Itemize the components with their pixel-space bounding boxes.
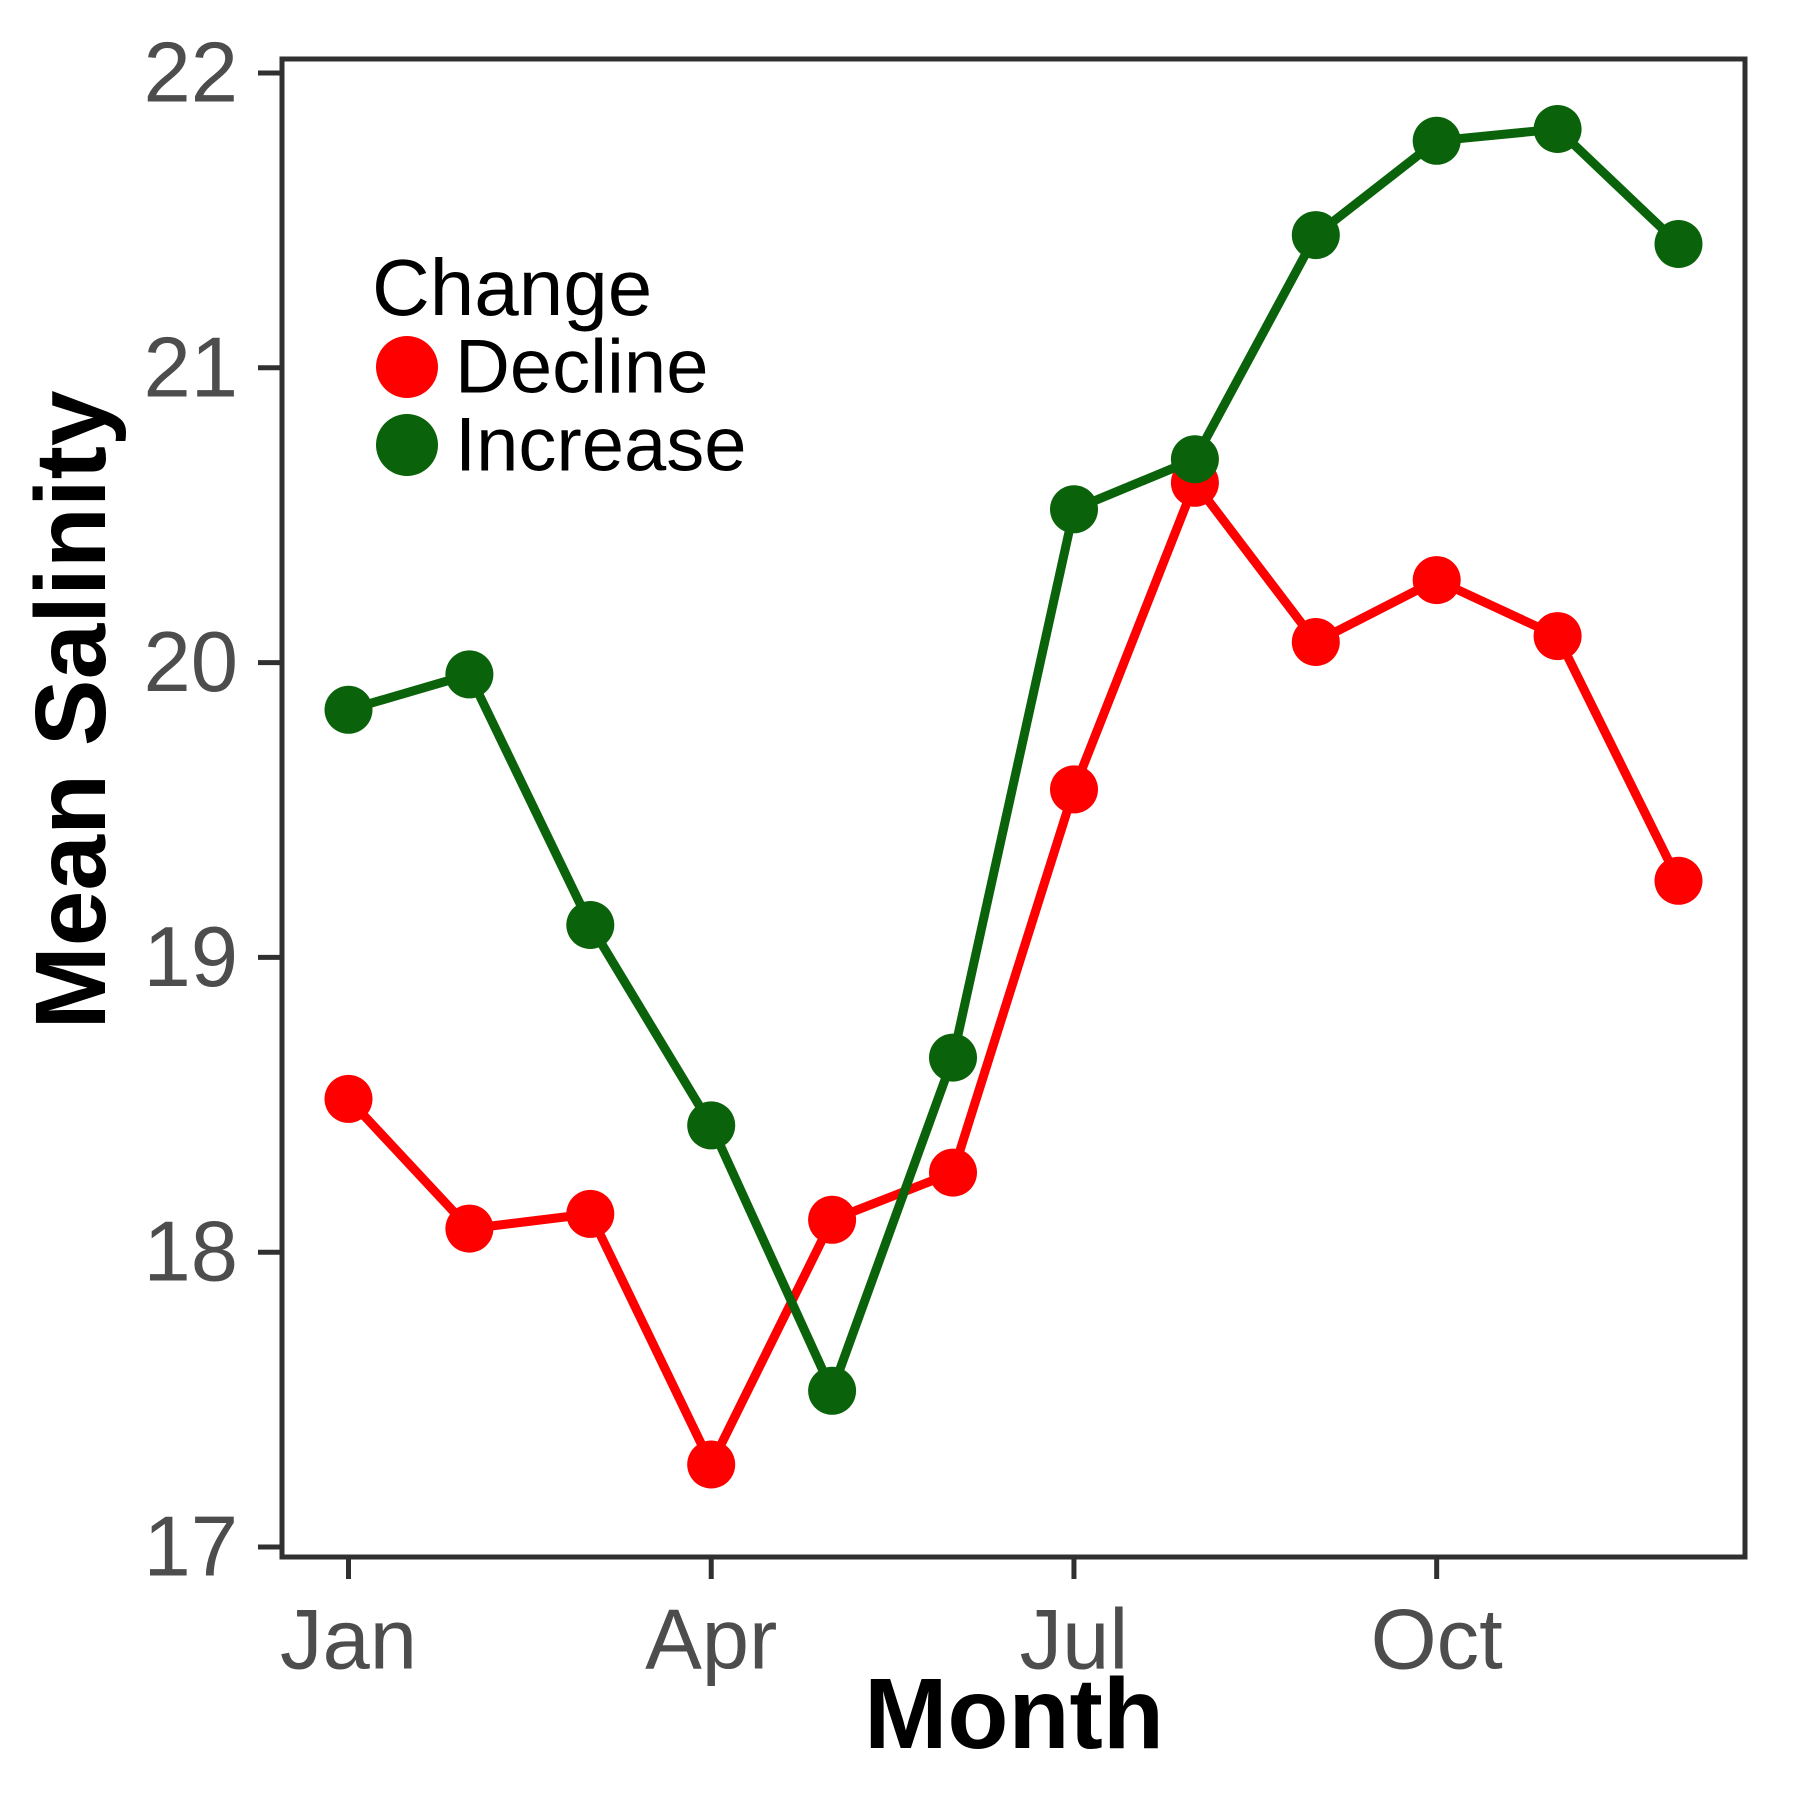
point-decline-apr <box>687 1440 736 1489</box>
legend-title: Change <box>372 243 652 332</box>
point-increase-aug <box>1170 435 1219 484</box>
point-decline-dec <box>1654 856 1703 905</box>
legend-label-increase: Increase <box>455 403 747 488</box>
y-axis-title: Mean Salinity <box>15 390 127 1029</box>
series-line-decline <box>344 478 1683 1469</box>
y-tick-label-19: 19 <box>143 910 238 1005</box>
point-decline-jun <box>929 1148 977 1197</box>
y-tick-label-18: 18 <box>143 1205 238 1300</box>
y-tick-label-22: 22 <box>143 26 238 121</box>
x-tick-label-Jul: Jul <box>1020 1593 1129 1688</box>
point-increase-oct <box>1412 116 1461 165</box>
legend-marker-decline <box>376 336 438 398</box>
y-tick-label-21: 21 <box>143 320 238 415</box>
x-tick-label-Jan: Jan <box>280 1593 417 1688</box>
point-decline-mar <box>566 1189 615 1238</box>
point-increase-feb <box>445 650 494 699</box>
point-increase-apr <box>687 1101 736 1150</box>
x-axis-title: Month <box>864 1658 1164 1770</box>
point-increase-sep <box>1291 211 1340 260</box>
point-decline-may <box>808 1195 857 1244</box>
point-increase-jun <box>929 1033 977 1082</box>
panel-border <box>279 56 1748 1560</box>
point-decline-nov <box>1533 612 1582 661</box>
legend-marker-increase <box>376 414 438 476</box>
x-tick-label-Apr: Apr <box>645 1593 777 1688</box>
point-increase-jan <box>324 685 373 734</box>
point-increase-dec <box>1654 220 1703 268</box>
y-tick-label-17: 17 <box>143 1500 238 1595</box>
point-increase-may <box>808 1366 857 1415</box>
legend-label-decline: Decline <box>455 325 708 410</box>
point-decline-jul <box>1050 765 1098 814</box>
point-decline-sep <box>1291 618 1340 666</box>
y-tick-label-20: 20 <box>143 615 238 710</box>
point-increase-mar <box>566 901 615 949</box>
legend: Change Decline Increase <box>372 243 747 488</box>
x-tick-label-Oct: Oct <box>1371 1593 1503 1688</box>
point-decline-oct <box>1412 556 1461 605</box>
point-decline-feb <box>445 1204 494 1253</box>
plot-panel: 17 18 19 20 21 22 Jan Apr Jul Oct <box>143 26 1748 1688</box>
point-increase-nov <box>1533 105 1582 153</box>
point-decline-jan <box>324 1074 373 1123</box>
point-increase-jul <box>1050 485 1098 534</box>
